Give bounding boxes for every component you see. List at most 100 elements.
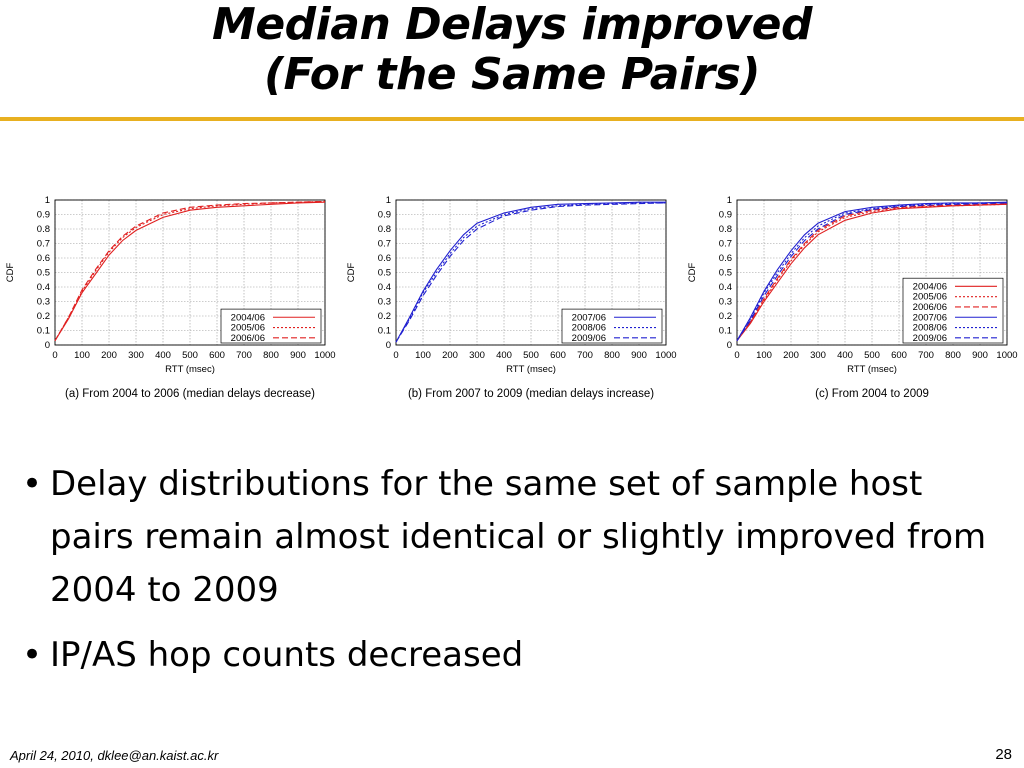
y-tick-label: 0.1	[719, 326, 732, 337]
y-axis-label: CDF	[687, 263, 698, 283]
series-line	[736, 202, 1007, 341]
x-tick-label: 300	[810, 350, 826, 361]
x-tick-label: 100	[415, 350, 431, 361]
series-line	[54, 201, 326, 341]
y-tick-label: 0	[45, 340, 50, 351]
y-axis-label: CDF	[5, 263, 16, 283]
y-tick-label: 1	[386, 195, 391, 206]
x-tick-label: 900	[631, 350, 647, 361]
page-number: 28	[995, 746, 1012, 763]
x-tick-label: 700	[236, 350, 252, 361]
y-tick-label: 0.2	[37, 311, 50, 322]
y-tick-label: 0.3	[378, 297, 391, 308]
plot-frame	[736, 199, 1008, 346]
legend-label: 2009/06	[913, 333, 947, 344]
y-tick-label: 0.4	[378, 282, 391, 293]
legend-label: 2004/06	[231, 312, 265, 323]
legend-label: 2006/06	[231, 333, 265, 344]
bullet-text: IP/AS hop counts decreased	[50, 635, 524, 675]
chart-a: 0 100 200 300 400 500 600 700 800 900 1000 0 0.1 0.2 0…	[5, 195, 336, 400]
series-line	[736, 202, 1008, 342]
x-tick-label: 100	[756, 350, 772, 361]
x-axis-label: RTT (msec)	[165, 364, 215, 375]
y-tick-label: 0.8	[37, 224, 50, 235]
legend-label: 2009/06	[572, 333, 606, 344]
y-tick-label: 0.7	[378, 239, 391, 250]
legend-label: 2007/06	[913, 312, 947, 323]
x-tick-label: 900	[290, 350, 306, 361]
y-tick-label: 0	[386, 340, 391, 351]
x-tick-label: 300	[128, 350, 144, 361]
y-tick-label: 0.9	[378, 210, 391, 221]
y-tick-label: 0.3	[37, 297, 50, 308]
y-tick-label: 0.1	[37, 326, 50, 337]
y-tick-label: 0.4	[719, 282, 732, 293]
series-line	[395, 202, 667, 343]
x-tick-label: 200	[442, 350, 458, 361]
y-tick-label: 0.9	[719, 210, 732, 221]
y-tick-label: 0.2	[378, 311, 391, 322]
x-tick-label: 900	[972, 350, 988, 361]
x-tick-label: 0	[52, 350, 57, 361]
x-tick-label: 700	[577, 350, 593, 361]
series-line	[736, 203, 1008, 342]
bullet-list: • Delay distributions for the same set o…	[22, 458, 1002, 694]
x-tick-label: 800	[604, 350, 620, 361]
x-tick-label: 800	[263, 350, 279, 361]
y-tick-label: 1	[45, 195, 50, 206]
x-tick-label: 500	[864, 350, 880, 361]
bullet-dot: •	[22, 464, 43, 504]
legend-label: 2007/06	[572, 312, 606, 323]
footer-text: April 24, 2010, dklee@an.kaist.ac.kr	[10, 748, 219, 763]
x-tick-label: 400	[496, 350, 512, 361]
x-tick-label: 600	[891, 350, 907, 361]
x-tick-label: 200	[783, 350, 799, 361]
x-tick-label: 300	[469, 350, 485, 361]
chart-caption: (a) From 2004 to 2006 (median delays dec…	[65, 388, 315, 400]
x-tick-label: 500	[523, 350, 539, 361]
chart-caption: (b) From 2007 to 2009 (median delays inc…	[408, 388, 654, 400]
legend-label: 2005/06	[913, 292, 947, 303]
y-tick-label: 0.6	[378, 253, 391, 264]
series-line	[736, 203, 1008, 342]
title-line-1: Median Delays improved	[212, 0, 812, 50]
bullet-item: • IP/AS hop counts decreased	[22, 629, 1002, 682]
legend-label: 2008/06	[913, 323, 947, 334]
legend-box	[902, 277, 1004, 344]
y-tick-label: 0.7	[719, 239, 732, 250]
series-line	[736, 201, 1008, 341]
legend-label: 2004/06	[913, 281, 947, 292]
x-axis-label: RTT (msec)	[847, 364, 897, 375]
chart-b: 0 100 200 300 400 500 600 700 800 900 1000 0 0.1 0.2 0…	[346, 195, 677, 400]
legend-label: 2006/06	[913, 302, 947, 313]
slide-title: Median Delays improved (For the Same Pai…	[0, 0, 1024, 100]
x-axis-label: RTT (msec)	[506, 364, 556, 375]
y-tick-label: 0.5	[378, 268, 391, 279]
x-tick-label: 800	[945, 350, 961, 361]
y-tick-label: 0.4	[37, 282, 50, 293]
bullet-text: Delay distributions for the same set of …	[50, 464, 987, 610]
series-line	[395, 202, 666, 343]
y-tick-label: 0.6	[37, 253, 50, 264]
plot-frame	[54, 199, 326, 346]
y-tick-label: 0.3	[719, 297, 732, 308]
x-tick-label: 600	[550, 350, 566, 361]
title-line-2: (For the Same Pairs)	[263, 49, 761, 100]
x-tick-label: 0	[734, 350, 739, 361]
chart-caption: (c) From 2004 to 2009	[815, 388, 929, 400]
chart-c: 0 100 200 300 400 500 600 700 800 900 1000 0 0.1 0.2 0…	[687, 195, 1018, 400]
x-tick-label: 200	[101, 350, 117, 361]
x-tick-label: 400	[155, 350, 171, 361]
plot-frame	[395, 199, 667, 346]
y-tick-label: 0.7	[37, 239, 50, 250]
y-tick-label: 0	[727, 340, 732, 351]
legend-box	[220, 308, 322, 344]
x-tick-label: 600	[209, 350, 225, 361]
legend-label: 2008/06	[572, 323, 606, 334]
title-divider	[0, 117, 1024, 121]
series-line	[54, 200, 326, 341]
y-tick-label: 0.6	[719, 253, 732, 264]
x-tick-label: 1000	[655, 350, 676, 361]
series-line	[54, 200, 326, 341]
x-tick-label: 500	[182, 350, 198, 361]
